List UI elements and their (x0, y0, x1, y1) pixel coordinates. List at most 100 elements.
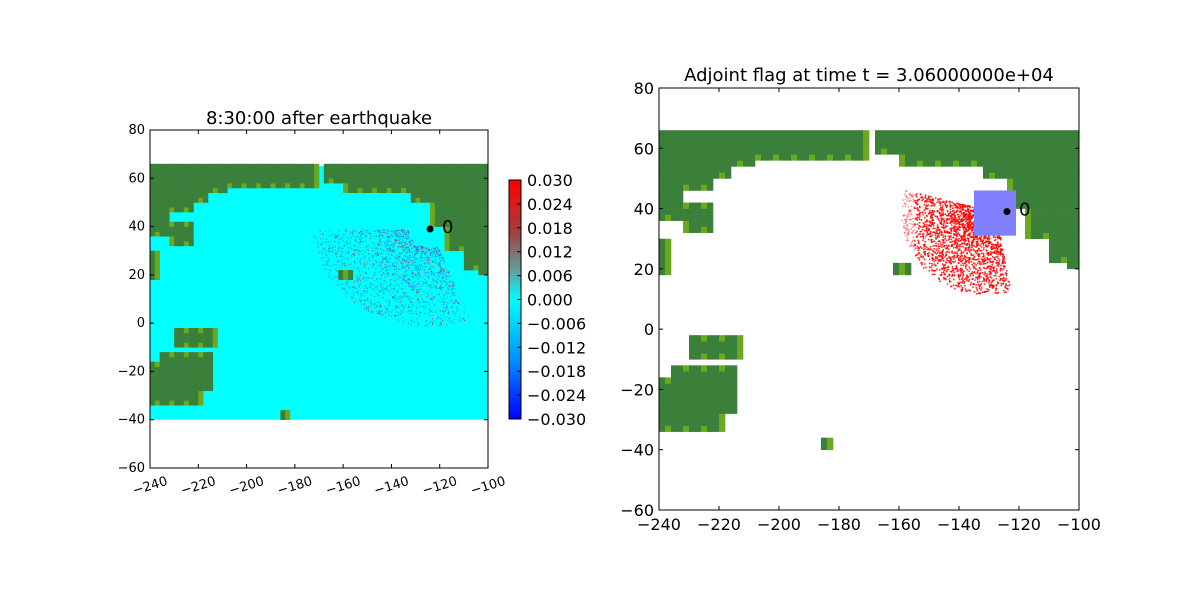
wave-cell (403, 232, 405, 234)
land-cell (280, 414, 286, 421)
flag-cell (971, 258, 973, 260)
land-cell (183, 400, 189, 406)
flag-cell (944, 235, 947, 238)
land-cell (1043, 226, 1050, 233)
wave-cell (357, 267, 359, 269)
land-cell (294, 183, 300, 189)
flag-cell (972, 274, 974, 277)
flag-cell (969, 227, 971, 230)
wave-cell (399, 295, 401, 297)
flag-cell (993, 279, 995, 281)
land-cell (449, 245, 455, 252)
land-cell (188, 163, 194, 169)
land-cell (665, 196, 672, 203)
land-cell (1067, 220, 1074, 227)
land-cell (169, 241, 175, 247)
flag-cell (934, 269, 937, 272)
land-cell (713, 377, 720, 384)
wave-cell (344, 233, 346, 235)
wave-cell (345, 281, 347, 284)
wave-cell (373, 236, 375, 238)
wave-cell (430, 252, 432, 254)
land-cell (899, 154, 906, 161)
flag-cell (995, 289, 997, 292)
land-cell (1007, 178, 1014, 185)
wave-cell (385, 269, 387, 272)
land-cell (1055, 202, 1062, 209)
wave-cell (394, 298, 396, 300)
wave-cell (325, 261, 327, 263)
flag-cell (907, 231, 910, 234)
land-cell (478, 250, 484, 256)
wave-cell (404, 241, 406, 243)
wave-cell (364, 277, 366, 279)
flag-cell (942, 277, 945, 279)
land-cell (294, 178, 300, 184)
land-cell (468, 212, 474, 218)
flag-cell (978, 275, 981, 277)
flag-cell (986, 245, 989, 248)
flag-cell (935, 238, 937, 240)
land-cell (174, 385, 180, 392)
wave-cell (452, 285, 454, 288)
land-cell (478, 270, 484, 276)
flag-cell (906, 228, 909, 231)
wave-cell (348, 265, 350, 267)
land-cell (707, 154, 714, 161)
wave-cell (414, 253, 416, 255)
land-cell (1073, 184, 1079, 191)
wave-cell (425, 320, 427, 322)
land-cell (449, 226, 455, 232)
wave-cell (379, 290, 381, 292)
wave-cell (383, 229, 385, 231)
wave-cell (378, 264, 380, 266)
wave-cell (358, 251, 360, 253)
land-cell (941, 130, 948, 137)
flag-cell (906, 238, 909, 240)
wave-cell (369, 300, 371, 302)
land-cell (905, 136, 912, 143)
flag-cell (958, 245, 960, 248)
flag-cell (966, 277, 969, 279)
wave-cell (369, 284, 371, 286)
wave-cell (413, 250, 415, 252)
land-cell (839, 148, 846, 155)
land-cell (483, 226, 488, 232)
land-cell (483, 207, 488, 213)
wave-cell (327, 262, 329, 265)
wave-cell (389, 301, 391, 304)
wave-cell (431, 315, 433, 317)
wave-cell (361, 240, 363, 243)
flag-cell (922, 222, 924, 224)
land-cell (1025, 232, 1032, 240)
land-cell (1061, 178, 1068, 185)
wave-cell (428, 295, 430, 297)
wave-cell (382, 296, 384, 299)
land-cell (707, 172, 714, 179)
land-cell (743, 154, 750, 161)
land-cell (1049, 196, 1056, 203)
wave-cell (344, 250, 346, 252)
flag-cell (954, 230, 957, 232)
wave-cell (409, 263, 411, 266)
wave-cell (360, 274, 362, 277)
land-cell (188, 207, 194, 213)
land-cell (241, 168, 247, 174)
flag-cell (986, 258, 989, 261)
land-cell (217, 183, 223, 189)
wave-cell (359, 293, 361, 295)
land-cell (1037, 202, 1044, 209)
wave-cell (448, 311, 450, 313)
land-cell (713, 353, 720, 360)
flag-cell (918, 213, 921, 216)
land-cell (372, 183, 378, 189)
wave-cell (419, 275, 421, 277)
wave-cell (422, 252, 424, 254)
wave-cell (374, 303, 376, 305)
land-cell (198, 352, 204, 358)
wave-cell (358, 232, 360, 234)
wave-cell (444, 295, 446, 297)
land-cell (212, 342, 218, 348)
flag-cell (912, 218, 914, 220)
wave-cell (412, 273, 414, 275)
